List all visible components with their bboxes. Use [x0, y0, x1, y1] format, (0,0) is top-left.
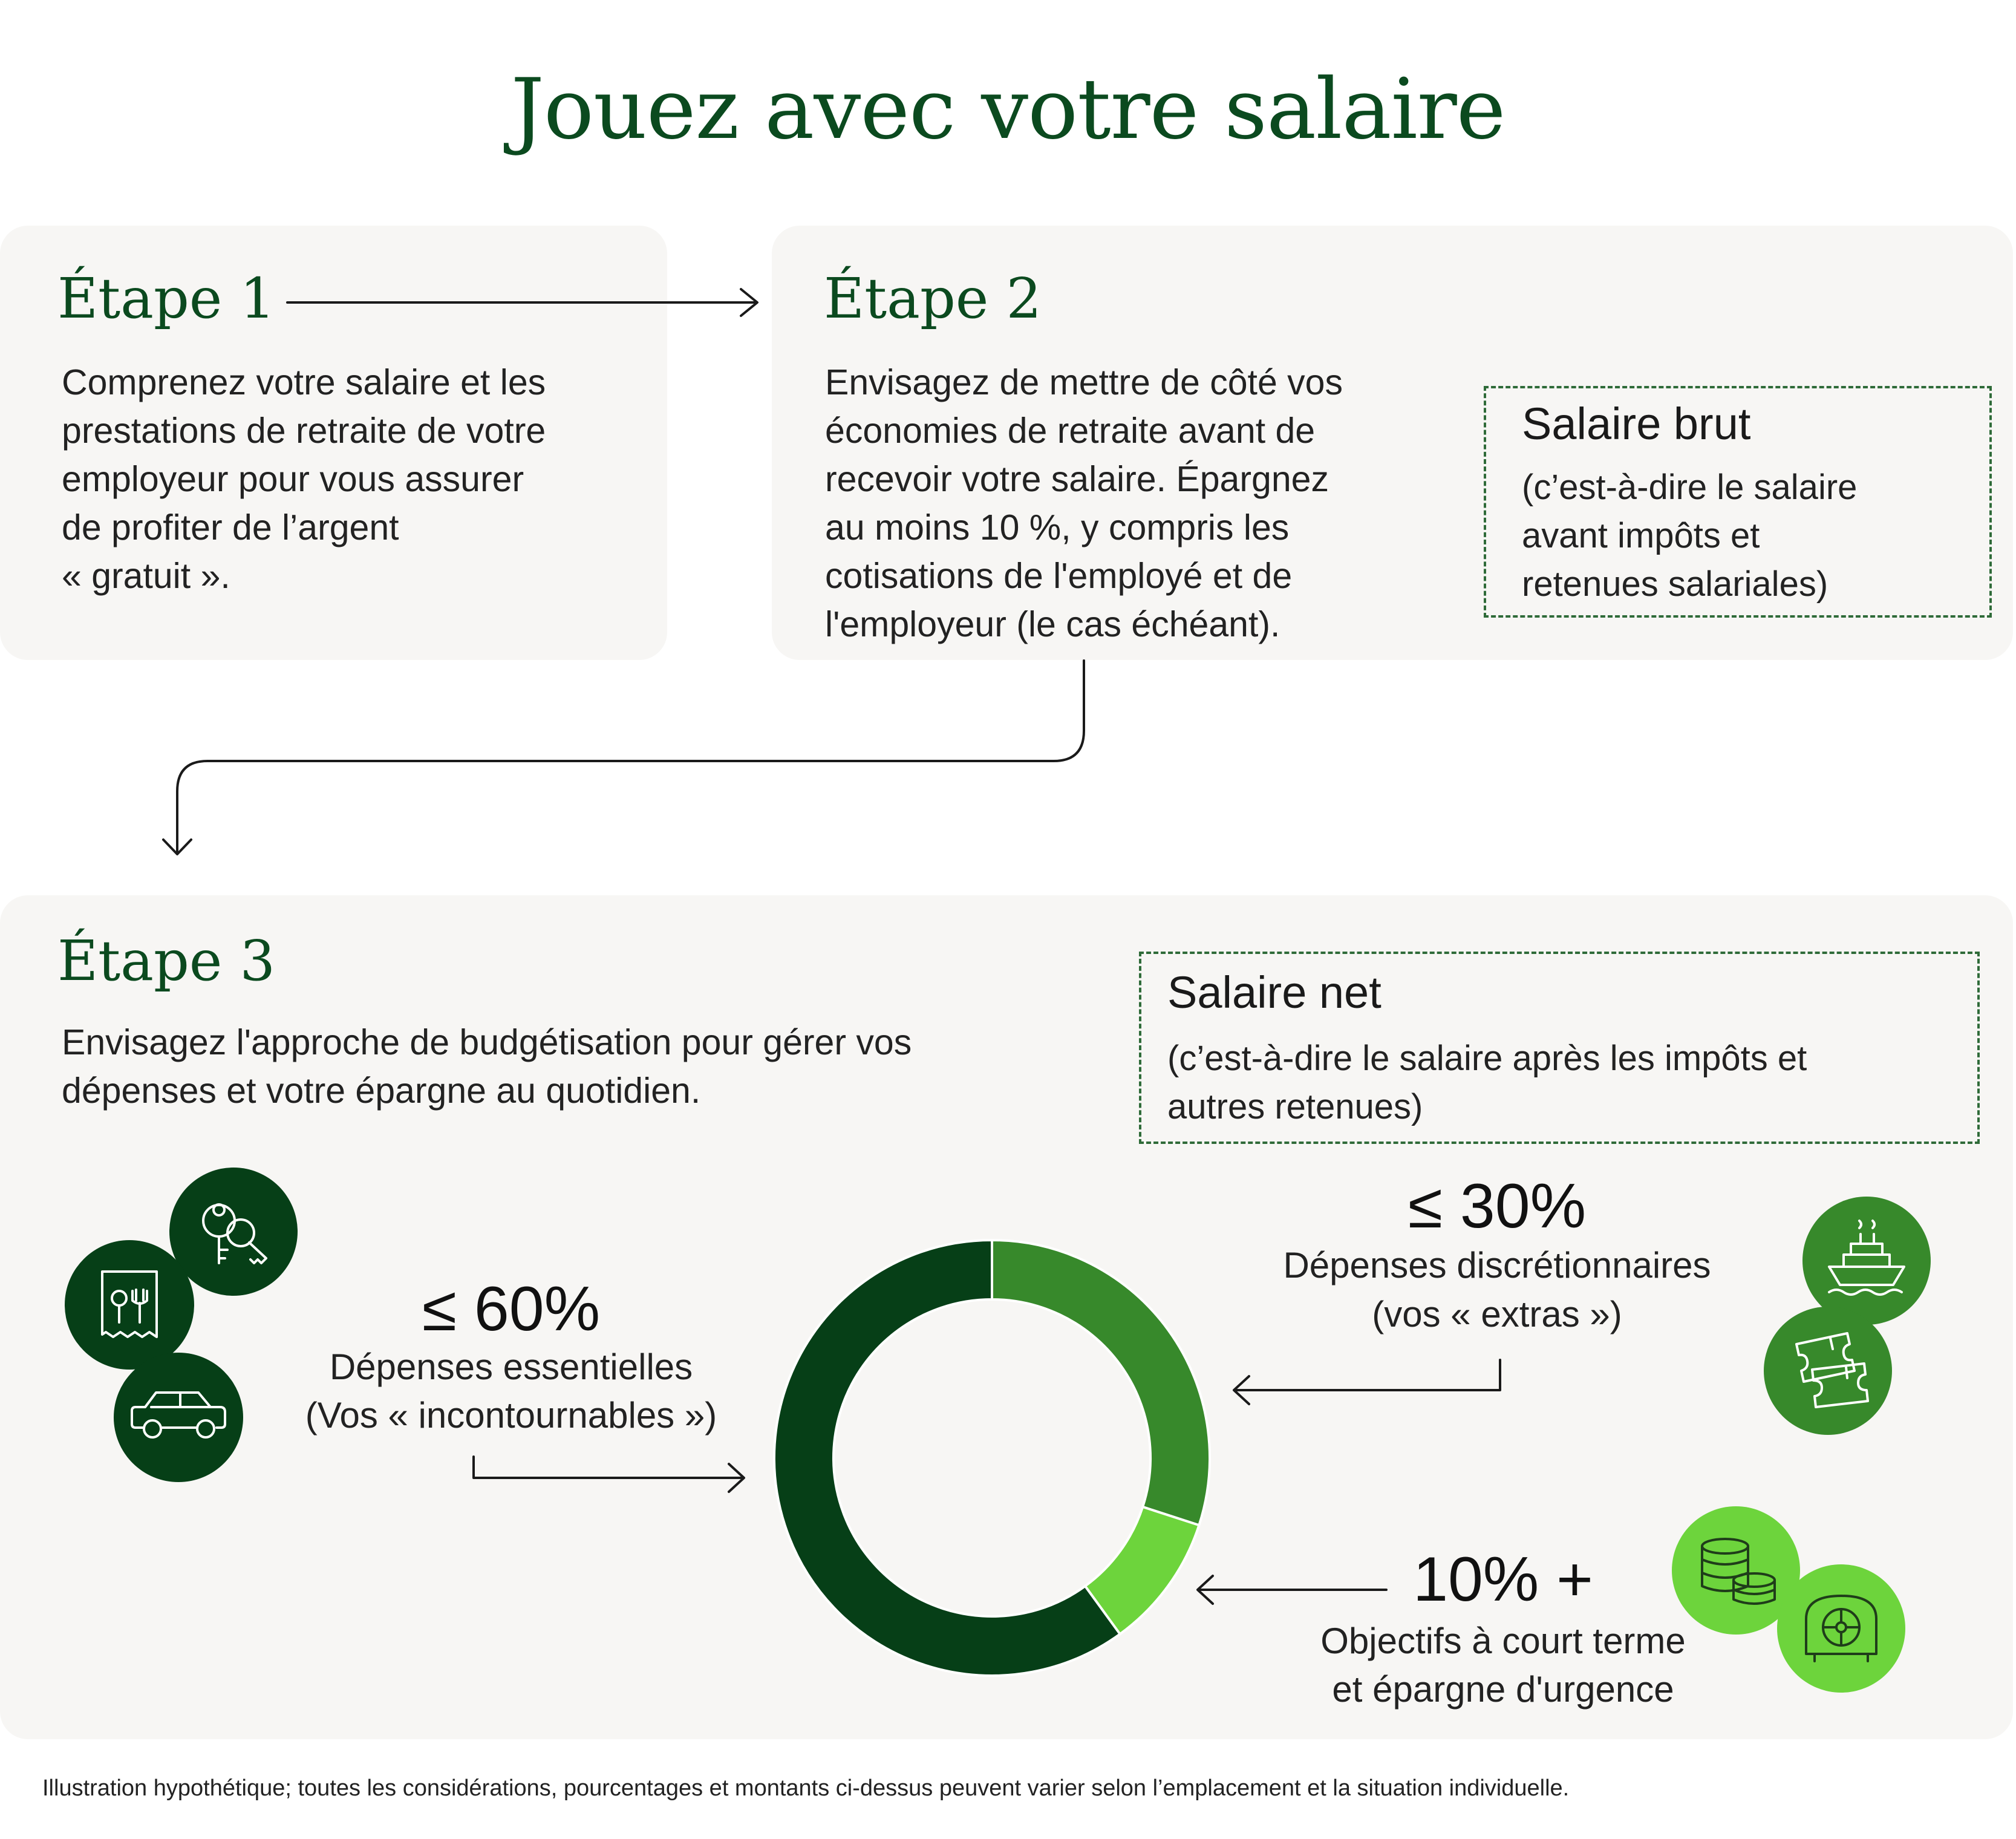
- gross-salary-line: avant impôts et: [1522, 516, 1760, 555]
- step-3-title: Étape 3: [57, 929, 276, 993]
- discretionary-percent: ≤ 30%: [1408, 1171, 1587, 1241]
- footnote: Illustration hypothétique; toutes les co…: [42, 1775, 1570, 1801]
- essential-label: Dépenses essentielles: [329, 1347, 693, 1387]
- step-1-line: « gratuit ».: [62, 556, 230, 596]
- cruise-ship-icon: [1802, 1197, 1931, 1325]
- car-icon: [114, 1353, 243, 1482]
- essential-sublabel: (Vos « incontournables »): [305, 1395, 717, 1436]
- gross-salary-text: (c’est-à-dire le salaire avant impôts et…: [1522, 463, 1857, 609]
- savings-percent: 10% +: [1413, 1544, 1593, 1615]
- step-2-line: économies de retraite avant de: [825, 411, 1316, 451]
- essential-percent: ≤ 60%: [422, 1274, 601, 1344]
- safe-icon: [1777, 1564, 1905, 1693]
- step-2-text: Envisagez de mettre de côté vos économie…: [825, 358, 1343, 648]
- step-1-line: employeur pour vous assurer: [62, 459, 524, 499]
- step-3-line: Envisagez l'approche de budgétisation po…: [62, 1022, 912, 1062]
- step-2-title: Étape 2: [824, 266, 1042, 331]
- step-3-text: Envisagez l'approche de budgétisation po…: [62, 1018, 912, 1115]
- net-salary-box: [1139, 952, 1980, 1144]
- step-2-line: cotisations de l'employé et de: [825, 556, 1293, 596]
- step-1-to-2-arrow: [286, 288, 758, 317]
- gross-salary-line: (c’est-à-dire le salaire: [1522, 468, 1858, 507]
- essential-arrow: [472, 1455, 745, 1493]
- budget-donut-chart: [773, 1238, 1211, 1677]
- net-salary-text: (c’est-à-dire le salaire après les impôt…: [1167, 1034, 1807, 1131]
- keys-icon: [169, 1168, 298, 1296]
- step-1-line: de profiter de l’argent: [62, 508, 399, 547]
- step-1-line: prestations de retraite de votre: [62, 411, 546, 451]
- discretionary-sublabel: (vos « extras »): [1372, 1294, 1622, 1334]
- step-1-card: [0, 226, 667, 660]
- net-salary-line: (c’est-à-dire le salaire après les impôt…: [1167, 1039, 1807, 1078]
- step-2-line: l'employeur (le cas échéant).: [825, 604, 1280, 644]
- net-salary-title: Salaire net: [1167, 967, 1382, 1017]
- savings-sublabel: et épargne d'urgence: [1332, 1669, 1674, 1710]
- discretionary-arrow: [1233, 1359, 1501, 1405]
- gross-salary-title: Salaire brut: [1522, 399, 1751, 449]
- net-salary-line: autres retenues): [1167, 1087, 1423, 1126]
- donut-segment-discretionary: [991, 1238, 1211, 1527]
- step-2-card: [772, 226, 2013, 660]
- step-3-line: dépenses et votre épargne au quotidien.: [62, 1071, 701, 1111]
- step-2-line: recevoir votre salaire. Épargnez: [825, 459, 1329, 499]
- tickets-icon: [1764, 1307, 1892, 1435]
- step-1-title: Étape 1: [57, 266, 276, 331]
- gross-salary-box: [1484, 386, 1992, 618]
- step-1-text: Comprenez votre salaire et les prestatio…: [62, 358, 546, 600]
- donut-segment-essential: [773, 1238, 1122, 1677]
- step-2-line: au moins 10 %, y compris les: [825, 508, 1290, 547]
- gross-salary-line: retenues salariales): [1522, 564, 1828, 604]
- step-2-line: Envisagez de mettre de côté vos: [825, 362, 1343, 402]
- discretionary-label: Dépenses discrétionnaires: [1283, 1245, 1711, 1285]
- savings-label: Objectifs à court terme: [1320, 1621, 1686, 1661]
- step-3-card: [0, 895, 2013, 1739]
- page-title: Jouez avec votre salaire: [511, 60, 1506, 158]
- step-1-line: Comprenez votre salaire et les: [62, 362, 546, 402]
- step-2-to-3-arrow: [162, 659, 1085, 855]
- savings-arrow: [1196, 1575, 1388, 1605]
- receipt-fork-icon: [65, 1240, 194, 1370]
